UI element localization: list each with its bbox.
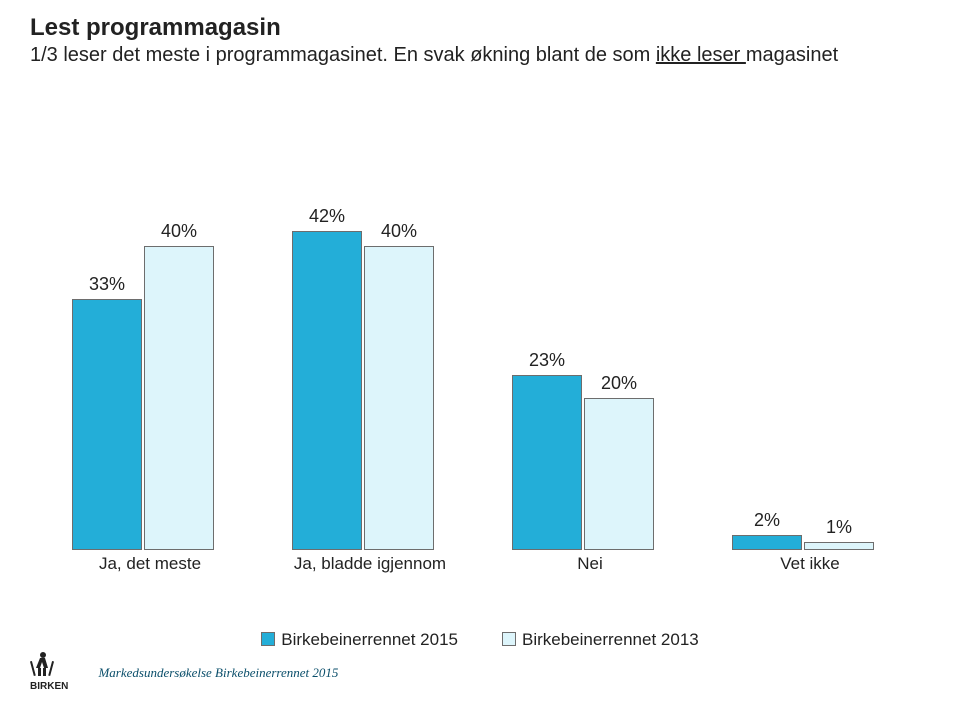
bar-value-label: 33%	[73, 274, 141, 295]
bar-series-1: 42%	[292, 231, 362, 550]
subtitle-suffix: magasinet	[746, 44, 838, 66]
legend-label: Birkebeinerrennet 2013	[522, 630, 699, 649]
bar-series-2: 40%	[364, 246, 434, 550]
bar-pair: 42%40%	[280, 170, 460, 550]
legend-swatch	[261, 632, 275, 646]
bar-pair: 2%1%	[720, 170, 900, 550]
bar-series-2: 40%	[144, 246, 214, 550]
bar-value-label: 23%	[513, 350, 581, 371]
bar-value-label: 40%	[145, 221, 213, 242]
bar-pair: 23%20%	[500, 170, 680, 550]
bar-group: 42%40%Ja, bladde igjennom	[280, 170, 460, 550]
chart-legend: Birkebeinerrennet 2015 Birkebeinerrennet …	[0, 630, 960, 650]
category-label: Vet ikke	[720, 554, 900, 574]
legend-label: Birkebeinerrennet 2015	[281, 630, 458, 649]
bar-group: 33%40%Ja, det meste	[60, 170, 240, 550]
bar-value-label: 40%	[365, 221, 433, 242]
bar-group: 23%20%Nei	[500, 170, 680, 550]
page-title: Lest programmagasin	[30, 14, 281, 42]
footer-text: Markedsundersøkelse Birkebeinerrennet 20…	[98, 665, 338, 681]
legend-item: Birkebeinerrennet 2013	[502, 630, 699, 650]
bar-series-2: 1%	[804, 542, 874, 550]
bar-value-label: 1%	[805, 517, 873, 538]
bar-value-label: 20%	[585, 373, 653, 394]
subtitle-underlined: ikke leser	[656, 44, 746, 66]
footer: BIRKEN Markedsundersøkelse Birkebeinerre…	[30, 649, 338, 696]
bar-series-1: 23%	[512, 375, 582, 550]
bar-series-2: 20%	[584, 398, 654, 550]
page-subtitle: 1/3 leser det meste i programmagasinet. …	[30, 44, 838, 67]
bar-group: 2%1%Vet ikke	[720, 170, 900, 550]
bar-chart: 33%40%Ja, det meste42%40%Ja, bladde igje…	[60, 130, 890, 550]
bar-series-1: 33%	[72, 299, 142, 550]
bar-series-1: 2%	[732, 535, 802, 550]
category-label: Ja, bladde igjennom	[280, 554, 460, 574]
bar-pair: 33%40%	[60, 170, 240, 550]
svg-text:BIRKEN: BIRKEN	[30, 681, 68, 691]
birken-logo: BIRKEN	[30, 649, 84, 696]
bar-value-label: 42%	[293, 206, 361, 227]
legend-item: Birkebeinerrennet 2015	[261, 630, 458, 650]
category-label: Ja, det meste	[60, 554, 240, 574]
category-label: Nei	[500, 554, 680, 574]
legend-swatch	[502, 632, 516, 646]
subtitle-prefix: 1/3 leser det meste i programmagasinet. …	[30, 44, 656, 66]
bar-value-label: 2%	[733, 510, 801, 531]
